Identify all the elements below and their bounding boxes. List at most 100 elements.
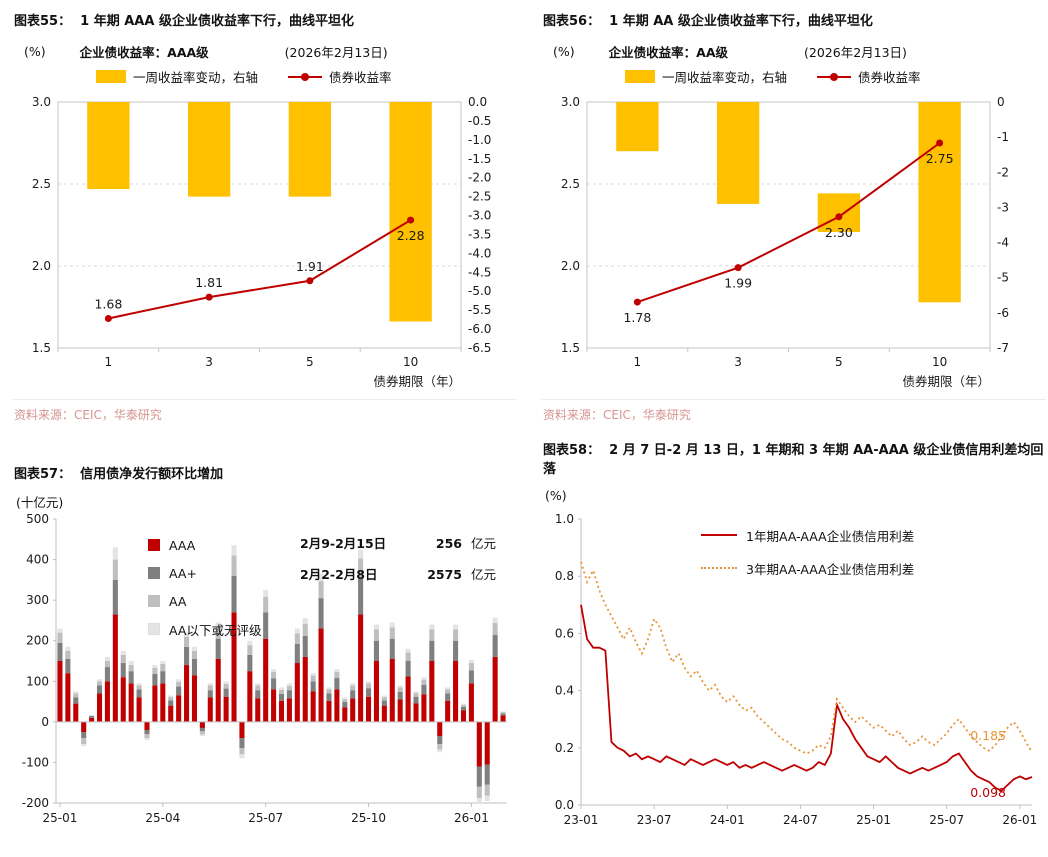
annotation-unit: 亿元	[471, 536, 497, 551]
figure-56-title: 图表56： 1 年期 AA 级企业债收益率下行，曲线平坦化	[543, 14, 873, 29]
aa-swatch-icon	[148, 595, 160, 607]
annotation-prior-week: 2月2-2月8日 2575 亿元	[300, 564, 496, 595]
as-of-date-label: (2026年2月13日)	[284, 45, 388, 60]
yield-line	[108, 218, 412, 319]
legend-item-yield: 债券收益率	[817, 67, 921, 86]
issuance-bar-segment	[57, 661, 63, 722]
issuance-bar-segment	[223, 688, 229, 697]
figure-56-combo-chart: 3.0 2.5 2.0 1.5 0 -1 -2 -3 -4 -5 -6 -7 1 3 5 10 债券期限（年） 1…	[561, 95, 1009, 389]
weekly-change-bar	[389, 101, 432, 322]
issuance-bar-segment	[476, 766, 482, 787]
issuance-bar-segment	[152, 667, 158, 674]
issuance-bar-segment	[484, 795, 490, 801]
issuance-bar-segment	[215, 658, 221, 722]
issuance-bar-segment	[278, 700, 285, 722]
issuance-bar-segment	[389, 622, 395, 628]
svg-text:23-01: 23-01	[564, 813, 599, 827]
issuance-bar-segment	[421, 694, 427, 722]
issuance-bar-segment	[152, 673, 158, 686]
issuance-bar-segment	[445, 687, 451, 690]
yield-point	[205, 293, 213, 301]
issuance-bar-segment	[342, 699, 348, 702]
svg-text:23-07: 23-07	[637, 813, 672, 827]
svg-text:2.28: 2.28	[397, 228, 425, 243]
line-dot-swatch-icon	[817, 72, 852, 81]
svg-text:1.68: 1.68	[94, 296, 122, 311]
figure-55-header-row1: (%) 企业债收益率：AAA级 (2026年2月13日)	[12, 40, 517, 64]
issuance-bar-segment	[73, 691, 79, 694]
yield-point	[407, 216, 415, 224]
issuance-bar-segment	[350, 683, 356, 686]
issuance-bar-segment	[81, 721, 87, 732]
svg-text:400: 400	[26, 553, 49, 567]
svg-text:0.6: 0.6	[555, 626, 574, 640]
svg-text:3.0: 3.0	[32, 95, 51, 109]
annotation-date-range: 2月2-2月8日	[300, 567, 378, 582]
issuance-bar-segment	[168, 705, 174, 722]
svg-text:-200: -200	[22, 796, 49, 810]
issuance-bar-segment	[421, 677, 427, 680]
svg-text:26-01: 26-01	[1002, 813, 1037, 827]
issuance-bar-segment	[263, 596, 269, 613]
issuance-bar-segment	[278, 689, 285, 694]
issuance-bar-segment	[318, 598, 324, 629]
legend-item-1y-spread: 1年期AA-AAA企业债信用利差	[701, 519, 914, 552]
issuance-bar-segment	[136, 683, 142, 686]
issuance-bar-segment	[215, 627, 221, 639]
issuance-bar-segment	[310, 675, 316, 682]
issuance-bar-segment	[81, 732, 87, 739]
svg-text:25-04: 25-04	[145, 811, 180, 825]
svg-text:0.098: 0.098	[970, 784, 1006, 799]
svg-text:-2.5: -2.5	[468, 189, 491, 203]
issuance-bar-segment	[381, 697, 387, 701]
issuance-bar-segment	[128, 683, 134, 722]
issuance-bar-segment	[199, 727, 205, 732]
svg-text:300: 300	[26, 593, 49, 607]
issuance-bar-segment	[160, 663, 166, 672]
issuance-bar-segment	[397, 687, 403, 692]
issuance-bar-segment	[326, 700, 332, 722]
issuance-bar-segment	[318, 573, 324, 582]
svg-text:100: 100	[26, 674, 49, 688]
issuance-bar-segment	[366, 683, 372, 689]
weekly-change-bar	[817, 192, 861, 232]
series-group-title: 企业债收益率：AAA级	[79, 45, 209, 60]
issuance-bar-segment	[247, 654, 253, 672]
issuance-bar-segment	[500, 713, 506, 716]
svg-text:2.5: 2.5	[32, 177, 51, 191]
issuance-bar-segment	[468, 659, 474, 664]
bar-swatch-icon	[625, 70, 655, 83]
legend-label-aa: AA	[169, 593, 187, 609]
yield-point	[835, 212, 843, 220]
issuance-bar-segment	[271, 671, 277, 679]
issuance-bar-segment	[484, 764, 490, 785]
issuance-bar-segment	[286, 683, 292, 686]
issuance-bar-segment	[144, 734, 150, 739]
issuance-bar-segment	[96, 681, 103, 686]
figure-58-panel: 图表58： 2 月 7 日-2 月 13 日，1 年期和 3 年期 AA-AAA…	[541, 441, 1046, 857]
issuance-bar-segment	[89, 715, 95, 718]
issuance-bar-segment	[302, 623, 308, 636]
issuance-bar-segment	[405, 661, 411, 677]
issuance-bar-segment	[350, 698, 356, 722]
issuance-bar-segment	[326, 693, 332, 701]
issuance-bar-segment	[81, 738, 87, 745]
issuance-bar-segment	[492, 656, 498, 722]
issuance-bar-segment	[223, 681, 229, 684]
svg-text:24-07: 24-07	[783, 813, 818, 827]
issuance-bar-segment	[373, 661, 379, 722]
issuance-bar-segment	[247, 640, 253, 646]
issuance-bar-segment	[255, 690, 261, 699]
figure-56-header: (%) 企业债收益率：AA级 (2026年2月13日) 一周收益率变动，右轴 债…	[541, 40, 1046, 90]
series-group-title: 企业债收益率：AA级	[608, 45, 728, 60]
issuance-bar-segment	[73, 697, 79, 704]
issuance-bar-segment	[453, 661, 459, 722]
issuance-bar-segment	[445, 693, 451, 701]
issuance-bar-segment	[120, 677, 126, 722]
issuance-bar-segment	[271, 669, 277, 672]
issuance-bar-segment	[286, 685, 292, 691]
issuance-bar-segment	[358, 578, 364, 615]
issuance-bar-segment	[397, 691, 403, 700]
issuance-bar-segment	[184, 636, 190, 647]
